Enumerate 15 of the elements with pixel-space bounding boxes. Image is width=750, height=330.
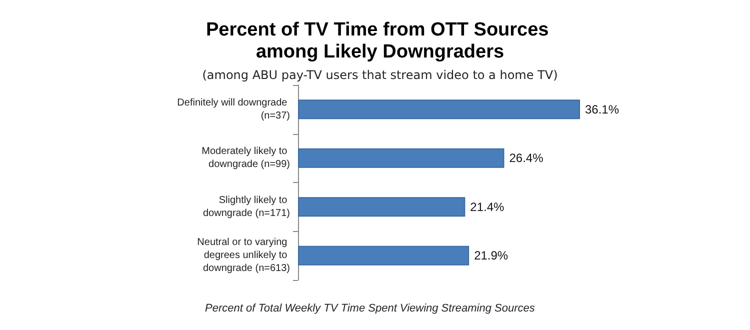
y-tick-label: Neutral or to varying degrees unlikely to downgrade (n=613)	[197, 237, 290, 274]
y-tick-label: Definitely will downgrade (n=37)	[177, 97, 290, 122]
chart-subtitle: (among ABU pay-TV users that stream video to a home TV)	[202, 68, 558, 82]
bar	[298, 197, 466, 217]
y-tick-label: Slightly likely to downgrade (n=171)	[202, 194, 290, 219]
chart-title: Percent of TV Time from OTT Sources among Likely Downgraders	[206, 20, 554, 62]
x-axis-title: Percent of Total Weekly TV Time Spent Viewing Streaming Sources	[205, 302, 536, 314]
y-tick-label: Moderately likely to downgrade (n=99)	[202, 146, 290, 170]
data-label: 36.1%	[585, 102, 620, 116]
data-label: 21.9%	[474, 248, 508, 263]
bar	[298, 100, 580, 120]
data-label: 26.4%	[509, 151, 544, 166]
bar	[298, 246, 470, 266]
data-label: 21.4%	[470, 200, 505, 214]
bar	[298, 148, 504, 168]
